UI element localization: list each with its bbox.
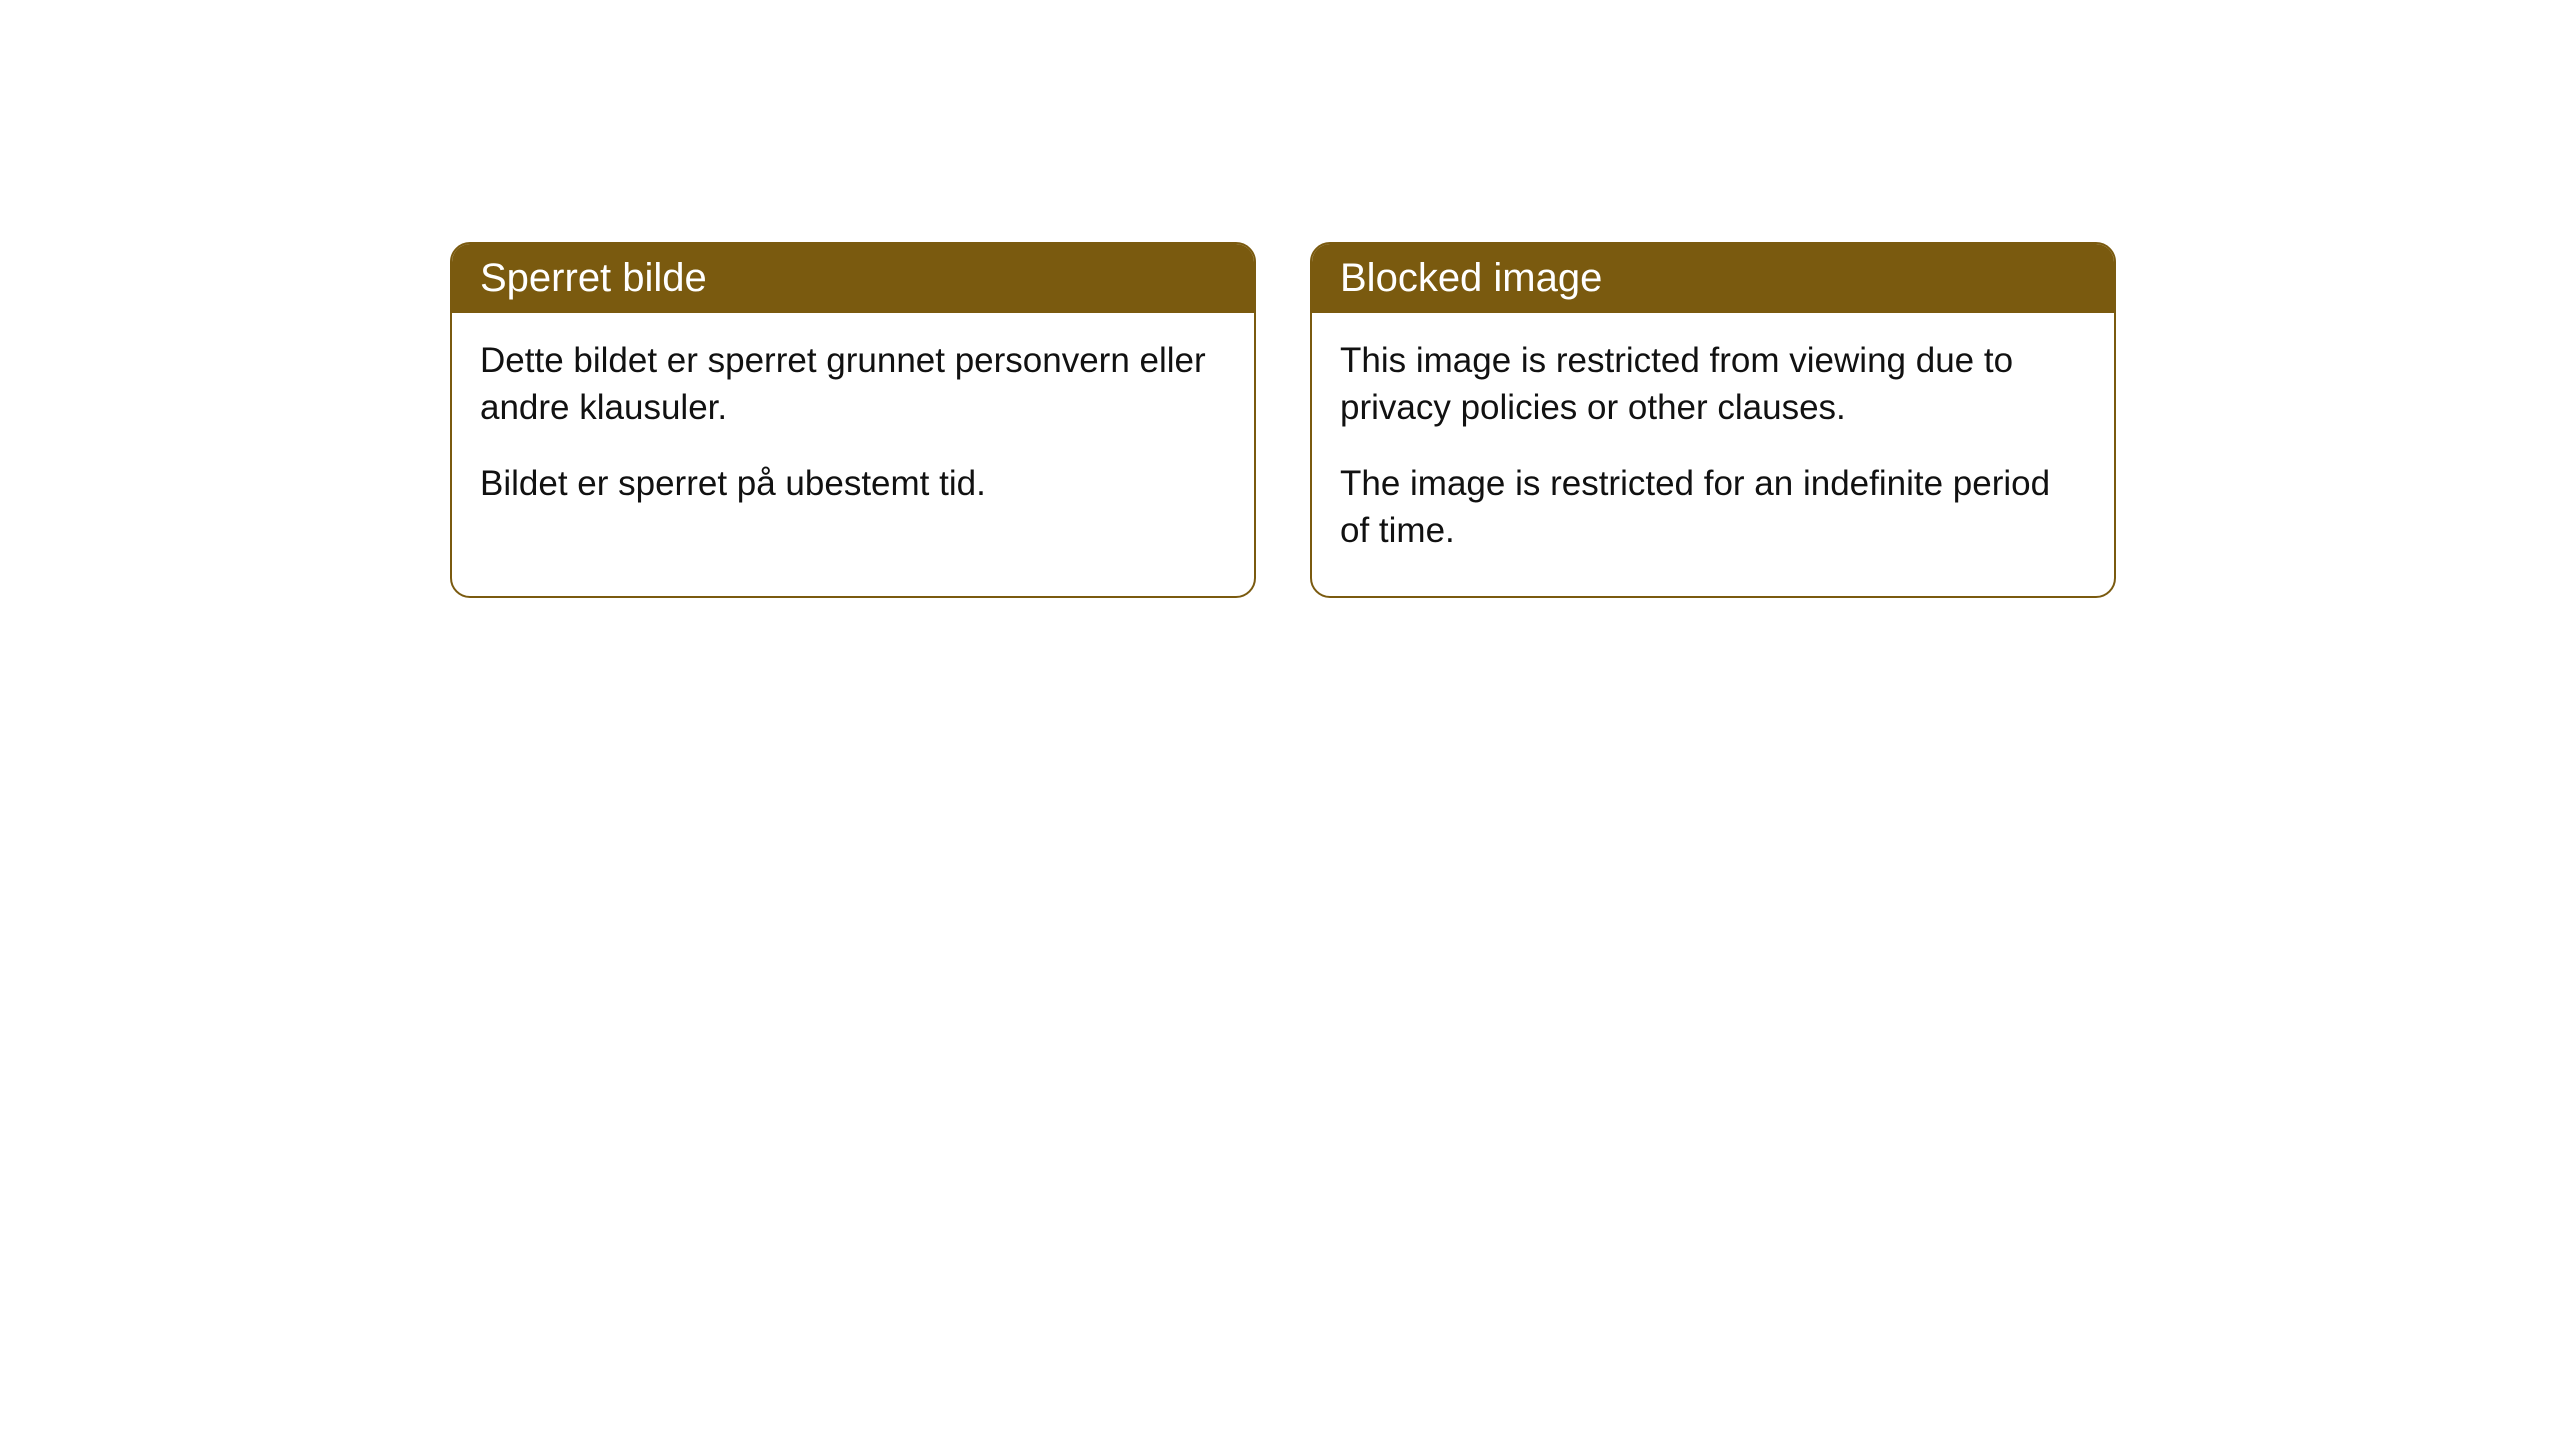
card-paragraph-2: The image is restricted for an indefinit… [1340,460,2086,555]
card-body: Dette bildet er sperret grunnet personve… [452,313,1254,549]
card-title: Sperret bilde [480,256,707,300]
card-paragraph-2: Bildet er sperret på ubestemt tid. [480,460,1226,507]
card-title: Blocked image [1340,256,1602,300]
card-header: Sperret bilde [452,244,1254,313]
blocked-image-card-en: Blocked image This image is restricted f… [1310,242,2116,598]
blocked-image-card-no: Sperret bilde Dette bildet er sperret gr… [450,242,1256,598]
card-paragraph-1: This image is restricted from viewing du… [1340,337,2086,432]
card-header: Blocked image [1312,244,2114,313]
card-paragraph-1: Dette bildet er sperret grunnet personve… [480,337,1226,432]
card-body: This image is restricted from viewing du… [1312,313,2114,596]
cards-container: Sperret bilde Dette bildet er sperret gr… [0,0,2560,598]
